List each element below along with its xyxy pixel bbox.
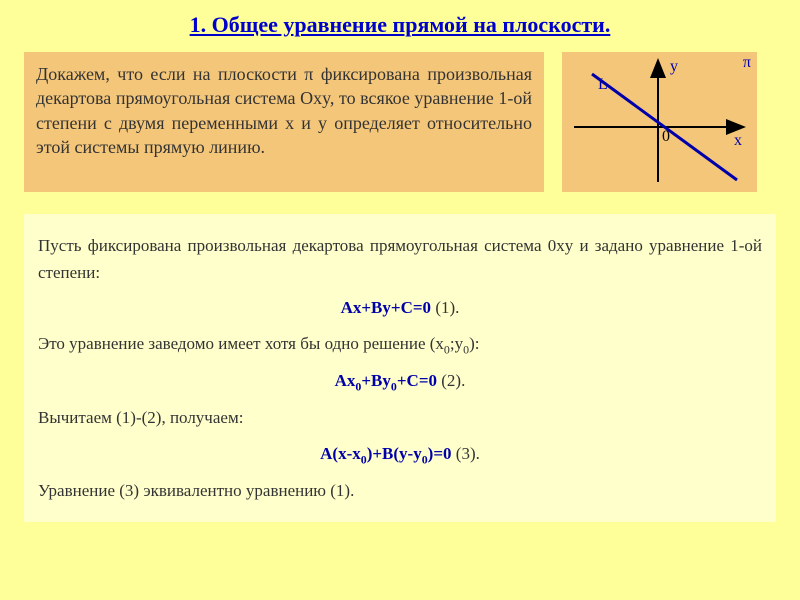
equation-2: Ax0+By0+C=0 (2).: [38, 367, 762, 396]
slide-title: 1. Общее уравнение прямой на плоскости.: [24, 12, 776, 38]
x-label: x: [734, 132, 742, 150]
p2c: ):: [469, 334, 479, 353]
eq3b: )+B(y-y: [367, 444, 422, 463]
eq1-text: Ax+By+C=0: [341, 298, 431, 317]
p2b: ;y: [450, 334, 463, 353]
eq2-num: (2).: [441, 371, 465, 390]
slide: 1. Общее уравнение прямой на плоскости. …: [0, 0, 800, 600]
pi-label: π: [743, 54, 751, 72]
eq3-num: (3).: [456, 444, 480, 463]
eq3c: )=0: [428, 444, 452, 463]
para-3: Вычитаем (1)-(2), получаем:: [38, 404, 762, 431]
body-box: Пусть фиксирована произвольная декартова…: [24, 214, 776, 522]
y-label: y: [670, 58, 678, 76]
eq3a: A(x-x: [320, 444, 361, 463]
para-1: Пусть фиксирована произвольная декартова…: [38, 232, 762, 286]
coordinate-graph: π y x 0 L: [562, 52, 757, 192]
para-4: Уравнение (3) эквивалентно уравнению (1)…: [38, 477, 762, 504]
eq2c: +C=0: [397, 371, 437, 390]
equation-3: A(x-x0)+B(y-y0)=0 (3).: [38, 440, 762, 469]
top-row: Докажем, что если на плоскости π фиксиро…: [24, 52, 776, 192]
intro-box: Докажем, что если на плоскости π фиксиро…: [24, 52, 544, 192]
eq1-num: (1).: [435, 298, 459, 317]
eq2b: +By: [361, 371, 391, 390]
para-2: Это уравнение заведомо имеет хотя бы одн…: [38, 330, 762, 359]
eq2a: Ax: [335, 371, 356, 390]
equation-1: Ax+By+C=0 (1).: [38, 294, 762, 321]
axes-svg: [562, 52, 757, 192]
origin-label: 0: [662, 128, 670, 146]
L-label: L: [598, 76, 608, 94]
p2a: Это уравнение заведомо имеет хотя бы одн…: [38, 334, 444, 353]
